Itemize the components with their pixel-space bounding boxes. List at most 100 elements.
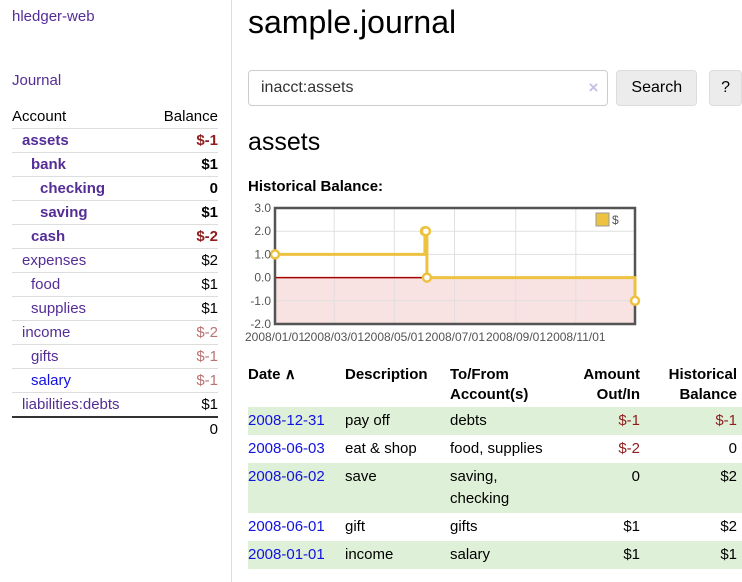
app-brand-link[interactable]: hledger-web bbox=[12, 8, 95, 25]
register-row: 2008-01-01 income salary $1 $1 bbox=[248, 541, 742, 569]
register-description: save bbox=[345, 468, 377, 485]
account-row-expenses: expenses $2 bbox=[12, 248, 218, 272]
search-button[interactable]: Search bbox=[616, 70, 698, 106]
chart-legend: $ bbox=[595, 212, 619, 227]
register-balance: $1 bbox=[720, 546, 737, 563]
account-row-gifts: gifts $-1 bbox=[12, 344, 218, 368]
account-balance: $1 bbox=[201, 156, 218, 173]
y-axis-ticks: 3.0 2.0 1.0 0.0 -1.0 -2.0 bbox=[250, 201, 271, 331]
account-balance: $-2 bbox=[196, 228, 218, 245]
sidebar: hledger-web Journal Account Balance asse… bbox=[0, 0, 232, 582]
register-amount: $-1 bbox=[618, 412, 640, 429]
legend-label: $ bbox=[612, 213, 619, 227]
x-axis-tick: 2008/05/01 bbox=[364, 330, 424, 344]
column-header-amount: Amount Out/In bbox=[583, 366, 640, 403]
register-row: 2008-06-01 gift gifts $1 $2 bbox=[248, 513, 742, 541]
account-balance: $-1 bbox=[196, 132, 218, 149]
sidebar-account-food[interactable]: food bbox=[31, 276, 61, 293]
account-page-title: assets bbox=[248, 128, 321, 156]
y-axis-tick: 3.0 bbox=[254, 201, 271, 215]
account-row-cash: cash $-2 bbox=[12, 224, 218, 248]
register-accounts: food, supplies bbox=[450, 440, 543, 457]
account-balance: $1 bbox=[201, 396, 218, 413]
register-date-link[interactable]: 2008-06-03 bbox=[248, 440, 325, 457]
main-content: sample.journal × Search ? assets Histori… bbox=[245, 0, 742, 569]
register-description: pay off bbox=[345, 412, 390, 429]
account-balance: $1 bbox=[201, 204, 218, 221]
account-row-liabilities-debts: liabilities:debts $1 bbox=[12, 392, 218, 416]
accounts-total-value: 0 bbox=[209, 421, 218, 438]
column-header-date[interactable]: Date ∧ bbox=[248, 363, 345, 407]
register-accounts: saving, checking bbox=[450, 468, 510, 507]
register-accounts: salary bbox=[450, 546, 491, 563]
register-date-link[interactable]: 2008-06-01 bbox=[248, 518, 325, 535]
sidebar-account-income[interactable]: income bbox=[22, 324, 71, 341]
account-row-assets: assets $-1 bbox=[12, 128, 218, 152]
account-balance: 0 bbox=[209, 180, 218, 197]
sidebar-account-expenses[interactable]: expenses bbox=[22, 252, 87, 269]
sidebar-account-saving[interactable]: saving bbox=[40, 204, 88, 221]
account-row-income: income $-2 bbox=[12, 320, 218, 344]
register-accounts: debts bbox=[450, 412, 487, 429]
column-header-balance: Historical Balance bbox=[668, 366, 737, 403]
sidebar-account-cash[interactable]: cash bbox=[31, 228, 66, 245]
plot-border bbox=[273, 206, 637, 326]
account-balance: $-2 bbox=[196, 324, 218, 341]
account-balance: $1 bbox=[201, 276, 218, 293]
register-row: 2008-12-31 pay off debts $-1 $-1 bbox=[248, 407, 742, 435]
x-axis-tick: 2008/03/01 bbox=[304, 330, 364, 344]
sidebar-account-assets[interactable]: assets bbox=[22, 132, 69, 149]
register-description: eat & shop bbox=[345, 440, 417, 457]
y-axis-tick: 1.0 bbox=[254, 247, 271, 261]
column-header-description: Description bbox=[345, 366, 428, 383]
account-row-bank: bank $1 bbox=[12, 152, 218, 176]
account-row-salary: salary $-1 bbox=[12, 368, 218, 392]
accounts-header-row: Account Balance bbox=[12, 105, 218, 128]
register-date-link[interactable]: 2008-06-02 bbox=[248, 468, 325, 485]
page-title: sample.journal bbox=[248, 4, 457, 40]
accounts-tree: Account Balance assets $-1 bank $1 check… bbox=[12, 105, 218, 441]
sidebar-account-checking[interactable]: checking bbox=[40, 180, 106, 197]
account-balance: $-1 bbox=[196, 372, 218, 389]
clear-search-icon[interactable]: × bbox=[588, 78, 599, 97]
y-axis-tick: 2.0 bbox=[254, 224, 271, 238]
legend-swatch bbox=[595, 212, 610, 227]
register-balance: 0 bbox=[728, 440, 737, 457]
sidebar-account-gifts[interactable]: gifts bbox=[31, 348, 59, 365]
register-amount: $-2 bbox=[618, 440, 640, 457]
sidebar-account-bank[interactable]: bank bbox=[31, 156, 67, 173]
account-row-food: food $1 bbox=[12, 272, 218, 296]
account-row-supplies: supplies $1 bbox=[12, 296, 218, 320]
date-header-label: Date bbox=[248, 366, 281, 383]
sidebar-account-supplies[interactable]: supplies bbox=[31, 300, 87, 317]
x-axis-tick: 2008/01/01 bbox=[245, 330, 305, 344]
register-date-link[interactable]: 2008-01-01 bbox=[248, 546, 325, 563]
help-button[interactable]: ? bbox=[709, 70, 742, 106]
accounts-header-account: Account bbox=[12, 108, 67, 125]
x-axis-tick: 2008/09/01 bbox=[486, 330, 546, 344]
y-axis-tick: -1.0 bbox=[250, 294, 271, 308]
y-axis-tick: 0.0 bbox=[254, 271, 271, 285]
chart-title: Historical Balance: bbox=[248, 178, 384, 195]
register-accounts: gifts bbox=[450, 518, 478, 535]
register-amount: $1 bbox=[623, 518, 640, 535]
register-balance: $-1 bbox=[715, 412, 737, 429]
search-form: × Search ? bbox=[248, 70, 742, 106]
search-input[interactable] bbox=[248, 70, 609, 106]
x-axis-tick: 2008/11/01 bbox=[546, 330, 605, 344]
account-balance: $1 bbox=[201, 300, 218, 317]
y-axis-tick: -2.0 bbox=[250, 317, 271, 331]
sidebar-item-journal[interactable]: Journal bbox=[12, 72, 62, 89]
historical-balance-chart[interactable]: $ 3.0 2.0 1.0 0.0 -1.0 -2.0 2008/01/01 2… bbox=[245, 201, 641, 346]
x-axis-ticks: 2008/01/01 2008/03/01 2008/05/01 2008/07… bbox=[245, 330, 606, 344]
register-table: Date ∧ Description To/From Account(s) Am… bbox=[248, 363, 742, 569]
accounts-header-balance: Balance bbox=[163, 108, 218, 125]
sidebar-account-liabilities-debts[interactable]: liabilities:debts bbox=[22, 396, 120, 413]
register-amount: 0 bbox=[631, 468, 640, 485]
balance-series-line bbox=[269, 225, 641, 307]
sort-ascending-icon: ∧ bbox=[284, 366, 296, 383]
sidebar-account-salary[interactable]: salary bbox=[31, 372, 72, 389]
account-balance: $-1 bbox=[196, 348, 218, 365]
register-balance: $2 bbox=[720, 468, 737, 485]
register-date-link[interactable]: 2008-12-31 bbox=[248, 412, 325, 429]
